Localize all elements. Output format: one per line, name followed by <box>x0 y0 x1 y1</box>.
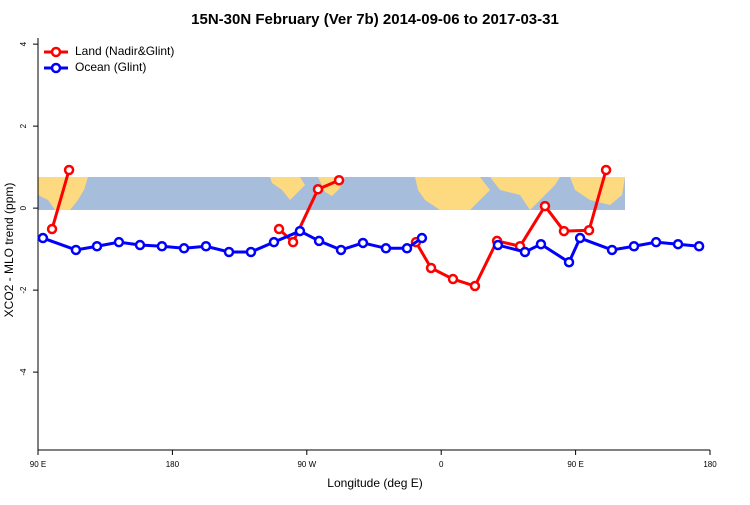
y-axis-label: XCO2 - MLO trend (ppm) <box>2 183 16 318</box>
data-point <box>672 238 684 250</box>
data-point <box>425 262 437 274</box>
data-point <box>583 225 595 236</box>
data-point <box>416 232 428 244</box>
data-point <box>37 232 49 244</box>
data-point <box>539 200 551 212</box>
data-point <box>294 225 306 237</box>
data-point <box>245 246 257 258</box>
y-tick-label: 4 <box>19 41 28 46</box>
data-point <box>650 236 662 248</box>
data-point <box>401 243 413 254</box>
data-point <box>113 236 125 248</box>
x-tick-label: 90 E <box>567 460 583 469</box>
data-point <box>600 164 612 176</box>
legend-label: Land (Nadir&Glint) <box>75 44 174 58</box>
data-point <box>156 241 168 252</box>
x-tick-label: 180 <box>166 460 180 469</box>
y-tick-label: -4 <box>19 368 28 376</box>
map-land <box>270 177 305 200</box>
data-point <box>335 244 347 256</box>
data-point <box>492 239 504 251</box>
map-land <box>415 177 490 210</box>
x-axis-label: Longitude (deg E) <box>327 476 422 490</box>
map-land <box>490 177 560 210</box>
data-point <box>268 236 280 248</box>
legend-label: Ocean (Glint) <box>75 60 146 74</box>
y-tick-label: 2 <box>19 123 28 128</box>
y-tick-label: 0 <box>19 205 28 210</box>
data-point <box>178 243 190 254</box>
data-point <box>447 273 459 285</box>
data-point <box>273 223 285 235</box>
data-point <box>357 237 369 249</box>
data-point <box>70 244 82 256</box>
x-tick-label: 180 <box>703 460 717 469</box>
data-point <box>558 225 570 237</box>
data-point <box>63 164 75 176</box>
data-point <box>563 256 575 268</box>
chart-title: 15N-30N February (Ver 7b) 2014-09-06 to … <box>191 11 559 28</box>
data-point <box>628 241 640 252</box>
data-point <box>134 239 146 251</box>
data-point <box>469 280 481 292</box>
x-tick-label: 0 <box>439 460 444 469</box>
data-point <box>313 235 325 247</box>
data-point <box>519 246 531 258</box>
x-tick-label: 90 E <box>30 460 46 469</box>
data-point <box>693 241 705 252</box>
data-point <box>535 238 547 250</box>
x-tick-label: 90 W <box>297 460 316 469</box>
data-point <box>46 223 58 235</box>
data-point <box>223 246 235 258</box>
data-point <box>200 241 212 252</box>
data-point <box>380 243 392 254</box>
map-land <box>570 177 625 205</box>
data-point <box>574 232 586 244</box>
data-point <box>606 244 618 256</box>
data-point <box>91 241 103 252</box>
data-point <box>333 175 345 186</box>
data-point <box>287 236 299 248</box>
legend-marker <box>50 46 62 58</box>
data-point <box>312 184 324 195</box>
legend-marker <box>50 62 62 74</box>
y-tick-label: -2 <box>19 286 28 294</box>
